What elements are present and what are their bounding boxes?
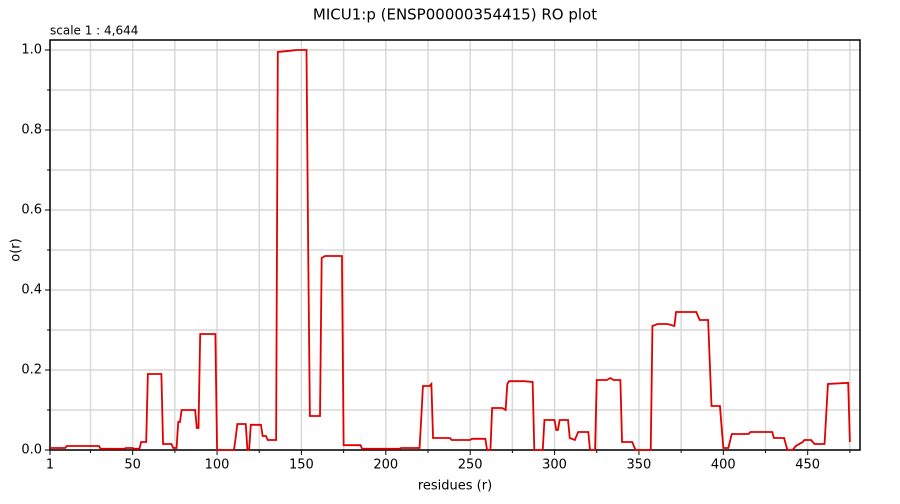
- x-tick-label: 50: [124, 458, 141, 473]
- y-tick-label: 1.0: [21, 43, 42, 58]
- x-tick-label: 250: [458, 458, 483, 473]
- scale-annotation: scale 1 : 4,644: [50, 24, 138, 38]
- x-tick-label: 450: [795, 458, 820, 473]
- x-tick-label: 300: [542, 458, 567, 473]
- x-tick-label: 150: [289, 458, 314, 473]
- y-tick-label: 0.6: [21, 203, 42, 218]
- y-tick-label: 0.4: [21, 283, 42, 298]
- plot-frame: [49, 39, 861, 451]
- x-tick-label: 400: [711, 458, 736, 473]
- data-line: [50, 49, 851, 451]
- x-tick-label: 200: [373, 458, 398, 473]
- y-tick-label: 0.0: [21, 443, 42, 458]
- x-tick-label: 1: [46, 458, 54, 473]
- y-axis-label: o(r): [9, 238, 24, 261]
- x-axis-label: residues (r): [418, 479, 492, 494]
- x-tick-label: 100: [205, 458, 230, 473]
- chart-title: MICU1:p (ENSP00000354415) RO plot: [313, 6, 597, 24]
- y-tick-label: 0.8: [21, 123, 42, 138]
- x-tick-label: 350: [627, 458, 652, 473]
- y-tick-label: 0.2: [21, 363, 42, 378]
